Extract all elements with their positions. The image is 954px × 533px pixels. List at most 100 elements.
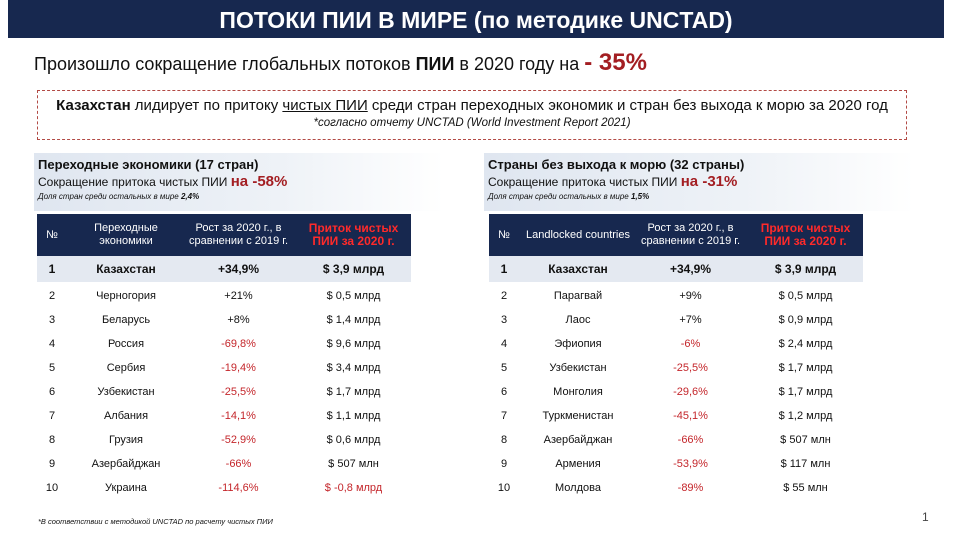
- right-table-body: 1 Казахстан +34,9% $ 3,9 млрд 2 Парагвай +9% $ …: [489, 256, 863, 500]
- global-decline-line: Произошло сокращение глобальных потоков …: [34, 50, 647, 77]
- table-row: 6 Монголия -29,6% $ 1,7 млрд: [489, 380, 863, 404]
- row-country: Азербайджан: [543, 434, 613, 446]
- row-number: 2: [48, 290, 56, 302]
- row-country: Узбекистан: [549, 362, 607, 374]
- row-number: 9: [48, 458, 56, 470]
- row-country: Россия: [107, 338, 145, 350]
- table-row: 3 Лаос +7% $ 0,9 млрд: [489, 308, 863, 332]
- global-decline-percent: - 35%: [584, 49, 647, 76]
- table-row: 2 Парагвай +9% $ 0,5 млрд: [489, 284, 863, 308]
- left-header-inflow: Приток чистых ПИИ за 2020 г.: [308, 221, 399, 248]
- table-row: 7 Туркменистан -45,1% $ 1,2 млрд: [489, 404, 863, 428]
- left-table: № Переходные экономики Рост за 2020 г., …: [37, 214, 411, 500]
- row-growth: +21%: [224, 290, 253, 302]
- left-share-text: Доля стран среди остальных в мире: [38, 192, 181, 201]
- page-number: 1: [922, 510, 929, 524]
- table-row: 5 Сербия -19,4% $ 3,4 млрд: [37, 356, 411, 380]
- row-country: Эфиопия: [554, 338, 602, 350]
- row-number: 1: [48, 262, 56, 276]
- row-number: 4: [48, 338, 56, 350]
- row-inflow: $ 0,5 млрд: [326, 290, 381, 302]
- table-row: 4 Россия -69,8% $ 9,6 млрд: [37, 332, 411, 356]
- highlight-underlined: чистых ПИИ: [282, 97, 368, 114]
- subtitle-text-after: в 2020 году на: [454, 54, 585, 74]
- row-growth: +9%: [679, 290, 702, 302]
- row-inflow: $ 1,1 млрд: [326, 410, 381, 422]
- row-growth: +34,9%: [669, 262, 712, 276]
- row-growth: -89%: [677, 482, 704, 494]
- highlight-text-2: среди стран переходных экономик и стран …: [367, 97, 888, 114]
- row-growth: -69,8%: [221, 338, 256, 350]
- table-row: 8 Азербайджан -66% $ 507 млн: [489, 428, 863, 452]
- left-table-body: 1 Казахстан +34,9% $ 3,9 млрд 2 Черногория +21…: [37, 256, 411, 500]
- row-inflow: $ 507 млн: [780, 434, 831, 446]
- row-inflow: $ 3,9 млрд: [322, 262, 385, 276]
- row-inflow: $ 1,4 млрд: [326, 314, 381, 326]
- row-number: 7: [48, 410, 56, 422]
- row-country: Черногория: [96, 290, 156, 302]
- row-growth: -114,6%: [218, 482, 259, 494]
- footnote: *В соответствии с методикой UNCTAD по ра…: [38, 517, 273, 526]
- row-inflow: $ 0,5 млрд: [778, 290, 833, 302]
- row-country: Монголия: [553, 386, 603, 398]
- row-growth: -14,1%: [221, 410, 256, 422]
- row-growth: -52,9%: [221, 434, 256, 446]
- row-country: Парагвай: [553, 290, 603, 302]
- row-number: 5: [48, 362, 56, 374]
- table-row: 1 Казахстан +34,9% $ 3,9 млрд: [37, 256, 411, 282]
- row-number: 3: [48, 314, 56, 326]
- right-decline-value: на -31%: [680, 173, 738, 190]
- right-table-header: № Landlocked countries Рост за 2020 г., …: [489, 214, 863, 256]
- left-table-header: № Переходные экономики Рост за 2020 г., …: [37, 214, 411, 256]
- left-share: Доля стран среди остальных в мире 2,4%: [38, 192, 444, 201]
- right-section-header: Страны без выхода к морю (32 страны) Сок…: [484, 153, 914, 211]
- right-share-value: 1,5%: [630, 192, 650, 201]
- right-share: Доля стран среди остальных в мире 1,5%: [488, 192, 914, 201]
- row-growth: -29,6%: [673, 386, 708, 398]
- table-row: 7 Албания -14,1% $ 1,1 млрд: [37, 404, 411, 428]
- table-row: 8 Грузия -52,9% $ 0,6 млрд: [37, 428, 411, 452]
- row-growth: +34,9%: [217, 262, 260, 276]
- row-number: 6: [48, 386, 56, 398]
- row-country: Грузия: [109, 434, 143, 446]
- right-decline-text: Сокращение притока чистых ПИИ: [488, 175, 681, 189]
- row-inflow: $ 507 млн: [328, 458, 379, 470]
- row-number: 8: [48, 434, 56, 446]
- row-country: Туркменистан: [542, 410, 614, 422]
- row-inflow: $ 1,7 млрд: [778, 362, 833, 374]
- row-inflow: $ 1,7 млрд: [326, 386, 381, 398]
- row-inflow: $ 9,6 млрд: [326, 338, 381, 350]
- right-header-country: Landlocked countries: [526, 228, 630, 241]
- row-country: Украина: [105, 482, 147, 494]
- row-growth: -6%: [680, 338, 701, 350]
- highlight-country: Казахстан: [56, 97, 131, 114]
- slide-title: ПОТОКИ ПИИ В МИРЕ (по методике UNCTAD): [8, 0, 944, 38]
- subtitle-text-before: Произошло сокращение глобальных потоков: [34, 54, 416, 74]
- highlight-text-1: лидирует по притоку: [130, 97, 283, 114]
- row-inflow: $ 55 млн: [783, 482, 828, 494]
- row-inflow: $ -0,8 млрд: [324, 482, 383, 494]
- row-country: Казахстан: [548, 262, 608, 276]
- row-country: Азербайджан: [91, 458, 161, 470]
- table-row: 10 Украина -114,6% $ -0,8 млрд: [37, 476, 411, 500]
- row-growth: -25,5%: [221, 386, 256, 398]
- highlight-note: *согласно отчету UNCTAD (World Investmen…: [313, 117, 631, 129]
- table-row: 2 Черногория +21% $ 0,5 млрд: [37, 284, 411, 308]
- table-row: 9 Азербайджан -66% $ 507 млн: [37, 452, 411, 476]
- right-header-num: №: [498, 228, 510, 241]
- left-heading: Переходные экономики (17 стран): [38, 157, 259, 172]
- row-number: 6: [500, 386, 508, 398]
- row-inflow: $ 1,7 млрд: [778, 386, 833, 398]
- row-growth: -66%: [677, 434, 704, 446]
- left-decline-text: Сокращение притока чистых ПИИ: [38, 175, 231, 189]
- left-section-header: Переходные экономики (17 стран) Сокращен…: [34, 153, 444, 211]
- row-number: 3: [500, 314, 508, 326]
- row-inflow: $ 2,4 млрд: [778, 338, 833, 350]
- row-inflow: $ 3,9 млрд: [774, 262, 837, 276]
- row-number: 10: [497, 482, 511, 494]
- table-row: 5 Узбекистан -25,5% $ 1,7 млрд: [489, 356, 863, 380]
- row-country: Лаос: [565, 314, 591, 326]
- left-decline: Сокращение притока чистых ПИИ на -58%: [38, 173, 444, 190]
- table-row: 10 Молдова -89% $ 55 млн: [489, 476, 863, 500]
- row-country: Казахстан: [96, 262, 156, 276]
